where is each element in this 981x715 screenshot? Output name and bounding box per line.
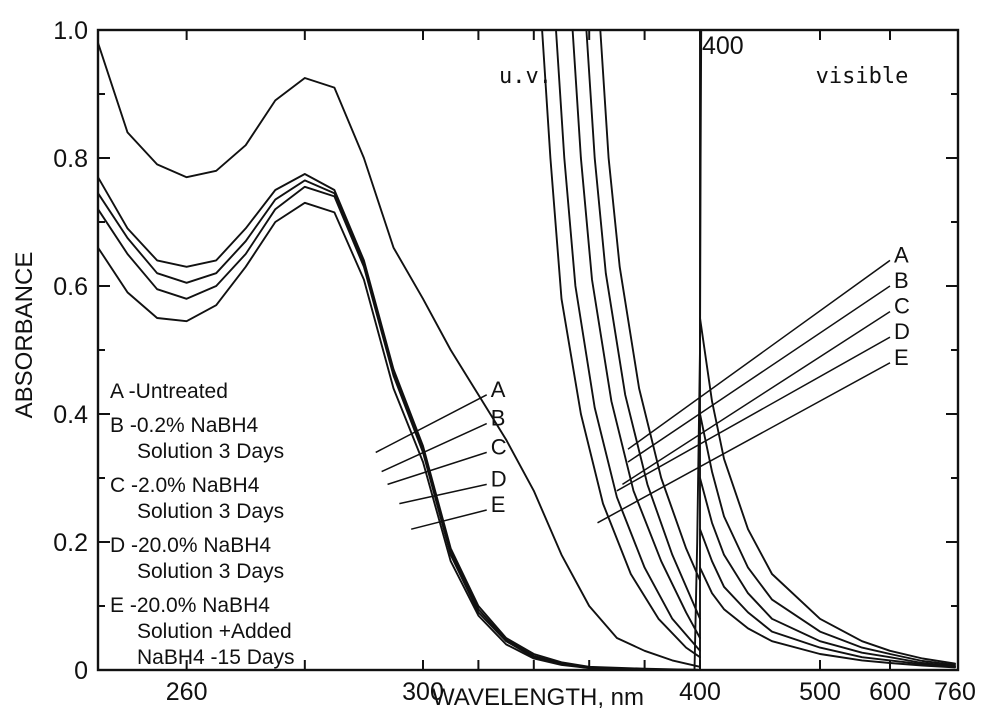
curve-d-uv-edge — [585, 29, 701, 620]
leader-label: B — [491, 406, 506, 431]
leader-line — [616, 336, 891, 492]
legend-entry-line: B -0.2% NaBH4 — [110, 414, 259, 437]
chart-ticks: 0 0.2 0.4 0.6 0.8 1.0 260 300 400 500 600 760 — [53, 17, 976, 706]
leader-line — [597, 362, 891, 524]
curve-d-visible — [699, 528, 956, 668]
legend-entry-line: D -20.0% NaBH4 — [110, 534, 271, 557]
curve-c-visible — [699, 477, 956, 668]
legend-entry-line: Solution 3 Days — [137, 440, 284, 463]
leader-line — [622, 310, 891, 486]
leader-label: D — [894, 319, 910, 344]
leader-label: E — [894, 345, 909, 370]
legend-entry-line: C -2.0% NaBH4 — [110, 474, 260, 497]
leader-line — [387, 451, 487, 486]
curve-a-uv-edge — [541, 29, 701, 659]
legend-entry-line: A -Untreated — [110, 380, 228, 403]
legend-entry-line: NaBH4 -15 Days — [137, 646, 295, 669]
y-tick-label: 0.4 — [53, 401, 88, 429]
region-label: u.v. — [499, 64, 552, 89]
x-tick-label: 500 — [799, 678, 841, 706]
legend-entry-line: Solution 3 Days — [137, 500, 284, 523]
leader-line — [627, 259, 891, 450]
leader-line — [399, 483, 487, 505]
legend-entry-line: Solution +Added — [137, 620, 292, 643]
x-tick-label: 300 — [402, 678, 444, 706]
curve-c-uv-edge — [571, 29, 701, 639]
leader-label: A — [491, 377, 506, 402]
absorbance-curves: 400 u.v. visible — [97, 29, 956, 671]
curve-a-visible — [699, 317, 956, 665]
y-tick-label: 1.0 — [53, 17, 88, 45]
leader-label: C — [894, 294, 910, 319]
legend-entry-line: Solution 3 Days — [137, 560, 284, 583]
leader-line — [381, 422, 488, 473]
x-tick-label: 760 — [934, 678, 976, 706]
leader-label: A — [894, 242, 909, 267]
curve-a-uv — [97, 41, 701, 668]
y-tick-label: 0 — [74, 657, 88, 685]
x-axis-title: WAVELENGTH, nm — [432, 684, 644, 711]
curve-b-visible — [699, 413, 956, 666]
leader-label: C — [491, 434, 507, 459]
region-label: visible — [816, 64, 909, 89]
y-tick-label: 0.6 — [53, 273, 88, 301]
x-tick-label: 260 — [166, 678, 208, 706]
y-tick-label: 0.2 — [53, 529, 88, 557]
x-tick-label: 400 — [679, 678, 721, 706]
leader-label: D — [491, 466, 507, 491]
leader-label: B — [894, 268, 909, 293]
leader-line — [627, 285, 891, 463]
leader-label: E — [491, 492, 506, 517]
curve-e-uv — [97, 201, 701, 671]
chart-legend: A -Untreated B -0.2% NaBH4 Solution 3 Days… — [110, 380, 295, 669]
leader-line — [375, 394, 488, 454]
leader-line — [410, 509, 487, 530]
curve-e-uv-edge — [599, 29, 701, 582]
legend-entry-line: E -20.0% NaBH4 — [110, 594, 270, 617]
curve-b-uv-edge — [555, 29, 701, 652]
curve-e-visible — [699, 566, 956, 669]
split-marker-label: 400 — [702, 32, 744, 60]
y-axis-title: ABSORBANCE — [11, 252, 38, 419]
x-tick-label: 600 — [869, 678, 911, 706]
y-tick-label: 0.8 — [53, 145, 88, 173]
